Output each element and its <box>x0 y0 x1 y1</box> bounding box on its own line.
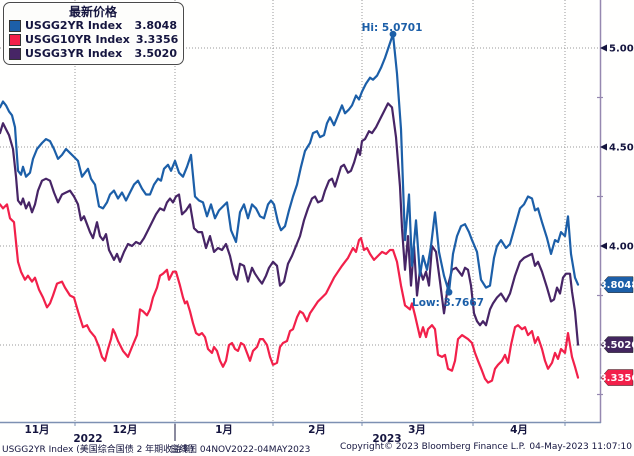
footer-chart-type: 日线图 04NOV2022-04MAY2023 <box>170 445 311 455</box>
series-line-USGG3YR <box>0 102 580 346</box>
legend-item-usgg3yr: USGG3YR Index 3.5020 <box>9 47 177 61</box>
gridlines <box>0 0 600 422</box>
usgg3yr-color-swatch <box>9 48 21 60</box>
legend-item-usgg10yr: USGG10YR Index 3.3356 <box>9 33 179 47</box>
series-lines <box>0 32 580 384</box>
series-line-USGG2YR <box>0 32 580 294</box>
month-label: 11月 <box>24 424 49 436</box>
annotations: Hi: 5.0701 Low: 3.7667 <box>362 22 484 309</box>
chart-footer: USGG2YR Index (美国综合国债 2 年期收益率) 日线图 04NOV… <box>0 442 634 456</box>
high-annotation-label: Hi: 5.0701 <box>362 22 423 34</box>
legend-value: 3.3356 <box>135 33 179 46</box>
footer-timestamp: 04-May-2023 11:07:10 <box>529 442 632 452</box>
legend-label: USGG2YR Index <box>25 19 123 32</box>
legend-value: 3.8048 <box>134 19 177 32</box>
legend-box[interactable]: 最新价格 USGG2YR Index 3.8048 USGG10YR Index… <box>3 2 184 65</box>
year-label: 2023 <box>372 433 401 445</box>
year-label: 2022 <box>73 433 102 445</box>
y-tick-label: 5.0000 <box>609 44 634 55</box>
price-badge <box>600 276 634 293</box>
month-label: 12月 <box>112 424 137 436</box>
y-tick-arrow <box>600 242 607 250</box>
legend-label: USGG3YR Index <box>25 47 123 60</box>
month-label: 4月 <box>510 424 528 436</box>
low-point-marker <box>445 288 453 296</box>
month-label: 3月 <box>408 424 426 436</box>
usgg2yr-color-swatch <box>9 20 21 32</box>
month-label: 2月 <box>308 424 326 436</box>
price-badge <box>600 369 634 386</box>
price-badge-value: 3.5020 <box>600 340 634 351</box>
series-line-USGG10YR <box>0 203 580 384</box>
legend-title: 最新价格 <box>68 5 117 19</box>
y-tick-arrow <box>600 44 607 52</box>
axes: 5.0000 4.5000 4.0000 <box>0 0 634 426</box>
low-annotation-label: Low: 3.7667 <box>412 297 484 309</box>
usgg10yr-color-swatch <box>9 34 21 46</box>
price-badge <box>600 336 634 353</box>
legend-value: 3.5020 <box>134 47 177 60</box>
legend-item-usgg2yr: USGG2YR Index 3.8048 <box>9 19 177 33</box>
high-point-marker <box>389 30 397 38</box>
legend-label: USGG10YR Index <box>25 33 130 46</box>
y-tick-arrow <box>600 143 607 151</box>
footer-instrument-label: USGG2YR Index (美国综合国债 2 年期收益率) <box>2 445 194 455</box>
price-badge-value: 3.8048 <box>600 280 634 291</box>
price-badge-value: 3.3356 <box>600 373 634 384</box>
month-label: 1月 <box>215 424 233 436</box>
x-axis-labels: 11月 12月 1月 2月 3月 4月 2022 2023 <box>24 424 528 445</box>
footer-copyright: Copyright© 2023 Bloomberg Finance L.P. <box>340 442 526 452</box>
price-badges: 3.8048 3.5020 3.3356 <box>600 276 634 386</box>
y-tick-label: 4.5000 <box>609 143 634 154</box>
y-tick-label: 4.0000 <box>609 242 634 253</box>
